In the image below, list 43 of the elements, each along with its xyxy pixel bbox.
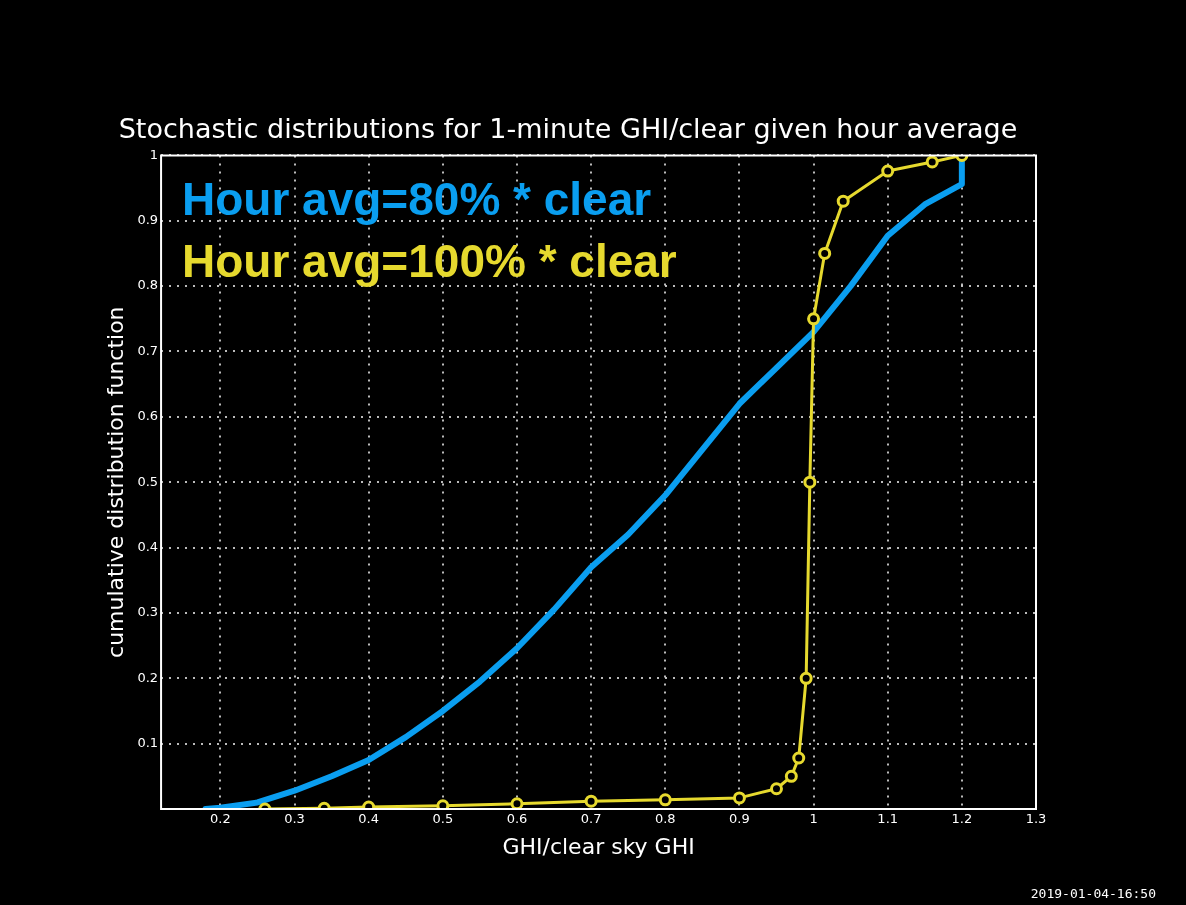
text: Hour avg=100% * clear [182, 234, 677, 289]
point [799, 671, 813, 685]
point [881, 164, 895, 178]
y-tick-label: 0.2 [137, 669, 159, 685]
y-tick-label: 0.5 [137, 473, 159, 489]
point [925, 155, 939, 169]
point [836, 194, 850, 208]
text: Hour avg=80% * clear [182, 172, 653, 227]
y-tick-label: 0.8 [137, 277, 159, 293]
x-tick-label: 0.7 [580, 811, 602, 827]
x-axis-title: GHI/clear sky GHI [502, 833, 695, 859]
x-tick-label: 0.8 [654, 811, 676, 827]
x-tick-label: 0.6 [506, 811, 528, 827]
x-tick-label: 0.5 [432, 811, 454, 827]
x-tick-label: 0.4 [358, 811, 380, 827]
y-tick-label: 0.7 [137, 342, 159, 358]
x-tick-label: 1.2 [951, 811, 973, 827]
point [803, 475, 817, 489]
x-tick-label: 1.3 [1025, 811, 1047, 827]
point [784, 769, 798, 783]
y-tick-label: 0.1 [137, 735, 159, 751]
x-tick-label: 0.3 [284, 811, 305, 827]
point [658, 793, 672, 807]
y-tick-label: 0.4 [137, 538, 159, 554]
point [807, 312, 821, 326]
chart-title: Stochastic distributions for 1-minute GHI/clear given hour average [118, 113, 1018, 145]
point [510, 797, 524, 809]
y-tick-label: 0.9 [137, 212, 159, 228]
y-axis-title: cumulative distribution function [102, 306, 128, 658]
x-tick-label: 0.9 [729, 811, 750, 827]
point [584, 794, 598, 808]
y-tick-label: 0.3 [137, 604, 159, 620]
point [792, 751, 806, 765]
point [732, 791, 746, 805]
x-tick-label: 1 [809, 811, 818, 827]
text: 2019-01-04-16:50 [1030, 886, 1156, 901]
point [769, 782, 783, 796]
y-tick-label: 1 [149, 146, 159, 162]
x-tick-label: 0.2 [210, 811, 231, 827]
point [436, 799, 450, 809]
x-tick-label: 1.1 [877, 811, 899, 827]
point [818, 246, 832, 260]
y-tick-label: 0.6 [137, 408, 159, 424]
